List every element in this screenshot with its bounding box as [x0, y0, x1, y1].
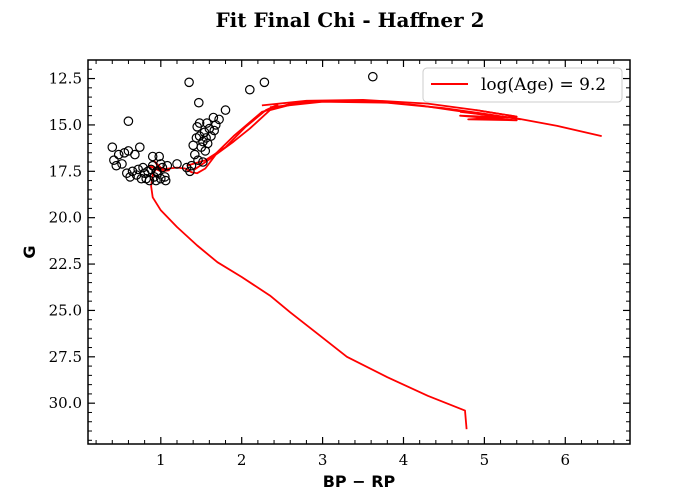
scatter-point	[214, 114, 224, 125]
x-tick-label: 4	[399, 451, 409, 469]
plot-frame	[87, 59, 631, 445]
scatter-point	[154, 151, 164, 162]
scatter-point	[133, 164, 143, 175]
scatter-point	[201, 133, 211, 143]
scatter-point	[135, 142, 145, 152]
scatter-point	[152, 168, 163, 178]
y-tick-label: 12.5	[49, 70, 82, 88]
x-tick-label: 3	[318, 451, 328, 469]
scatter-point	[107, 142, 118, 152]
scatter-point	[190, 149, 200, 160]
scatter-point	[209, 125, 219, 136]
scatter-point	[184, 77, 194, 88]
chart-title: Fit Final Chi - Haffner 2	[215, 8, 484, 32]
isochrone-line	[147, 99, 602, 430]
y-tick-label: 15.0	[49, 116, 82, 134]
scatter-point	[160, 175, 171, 186]
y-tick-label: 17.5	[49, 162, 82, 180]
scatter-point	[367, 71, 378, 82]
scatter-point	[193, 155, 203, 165]
scatter-point	[111, 160, 122, 171]
scatter-point	[186, 160, 197, 171]
x-tick-label: 2	[237, 451, 247, 469]
scatter-point	[194, 97, 204, 108]
legend-label: log(Age) = 9.2	[481, 75, 606, 95]
scatter-point	[151, 175, 161, 186]
legend: log(Age) = 9.2	[422, 67, 623, 103]
scatter-point	[211, 120, 221, 130]
scatter-point	[125, 172, 135, 182]
scatter-point	[198, 157, 208, 167]
scatter-point	[220, 105, 231, 115]
scatter-point	[162, 160, 173, 171]
isochrone-branch-2	[192, 101, 295, 172]
scatter-point	[123, 116, 134, 126]
scatter-point	[130, 149, 140, 160]
legend-box	[422, 67, 623, 103]
x-tick-label: 5	[480, 451, 490, 469]
scatter-point	[117, 159, 127, 169]
x-tick-label: 6	[561, 451, 571, 469]
y-axis-label: G	[20, 245, 39, 258]
scatter-point	[157, 162, 168, 173]
x-tick-label: 1	[156, 451, 166, 469]
scatter-point	[206, 131, 216, 141]
scatter-point	[194, 118, 205, 128]
scatter-point	[147, 151, 158, 162]
x-axis-label: BP − RP	[323, 472, 396, 491]
scatter-point	[160, 172, 170, 182]
y-tick-label: 27.5	[49, 348, 82, 366]
scatter-point	[172, 159, 182, 169]
scatter-point	[245, 84, 255, 95]
y-tick-label: 20.0	[49, 209, 82, 227]
isochrone-branch-5	[459, 109, 518, 122]
scatter-point	[202, 118, 212, 128]
y-tick-label: 22.5	[49, 255, 82, 273]
y-tick-label: 30.0	[49, 394, 82, 412]
scatter-point	[113, 149, 124, 160]
scatter-point	[109, 155, 119, 165]
scatter-point	[185, 166, 195, 177]
y-tick-label: 25.0	[49, 301, 82, 319]
axis-ticks: 1 2 3 4 5 6 12.5 15.0 17.5 20.0 22.5 25.0 27.5 30.0	[49, 60, 630, 469]
scatter-point	[259, 77, 270, 88]
